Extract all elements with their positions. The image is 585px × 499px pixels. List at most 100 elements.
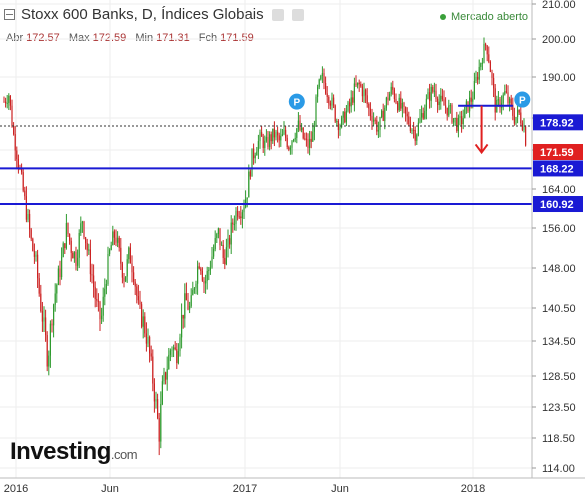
candle-body: [190, 295, 192, 307]
candle-body: [505, 91, 507, 93]
candle-body: [97, 300, 99, 302]
y-tick-label: 134.50: [542, 336, 576, 348]
candle-body: [115, 237, 117, 243]
candle-body: [134, 281, 136, 287]
candle-body: [89, 249, 91, 275]
candle-body: [341, 117, 343, 128]
candle-body: [465, 101, 467, 108]
collapse-icon[interactable]: [4, 9, 15, 20]
x-tick-label: Jun: [331, 483, 349, 495]
candle-body: [294, 137, 296, 140]
candle-body: [425, 98, 427, 111]
candle-body: [184, 293, 186, 319]
candle-body: [393, 89, 395, 100]
brand-name: Investing: [10, 438, 111, 465]
candle-body: [217, 228, 219, 234]
settings-icon[interactable]: [271, 8, 284, 21]
candle-body: [309, 138, 311, 148]
candle-body: [5, 101, 7, 104]
candle-body: [253, 148, 255, 159]
candle-body: [248, 171, 250, 198]
candle-body: [392, 86, 394, 90]
candle-body: [216, 233, 218, 239]
candle-body: [269, 134, 271, 147]
candle-body: [129, 247, 131, 264]
candle-body: [229, 238, 231, 245]
candle-body: [432, 86, 434, 92]
candle-body: [225, 247, 227, 265]
high-value: 172.59: [92, 32, 127, 44]
candle-body: [280, 135, 282, 141]
candle-body: [489, 61, 491, 73]
candle-body: [113, 231, 115, 238]
candle-body: [360, 84, 362, 87]
candle-body: [94, 287, 96, 300]
candle-body: [283, 129, 285, 135]
candle-body: [40, 293, 42, 312]
candle-body: [307, 139, 309, 148]
candle-body: [509, 98, 511, 103]
high-label: Max: [68, 32, 90, 44]
x-tick-label: 2016: [4, 483, 28, 495]
market-status: Mercado aberto: [440, 11, 528, 23]
candle-body: [277, 131, 279, 136]
open-label: Abr: [6, 32, 24, 44]
candle-body: [85, 237, 87, 244]
arrow-head-icon: [474, 143, 489, 155]
candle-body: [211, 256, 213, 268]
candle-body: [395, 99, 397, 103]
candle-body: [429, 92, 431, 101]
candle-body: [22, 172, 24, 191]
candle-body: [352, 97, 354, 103]
candle-body: [105, 284, 107, 289]
candle-body: [491, 72, 493, 78]
investing-logo: Investing.com: [10, 438, 138, 466]
expand-icon[interactable]: [291, 8, 304, 21]
candle-body: [96, 299, 98, 301]
candle-body: [371, 115, 373, 122]
candle-body: [315, 96, 317, 127]
candle-body: [205, 280, 207, 284]
candle-body: [485, 44, 487, 46]
candle-body: [424, 110, 426, 119]
candle-body: [374, 119, 376, 121]
candle-body: [521, 123, 523, 130]
candle-body: [16, 150, 18, 160]
candle-body: [323, 73, 325, 84]
brand-suffix: .com: [110, 447, 138, 462]
candle-body: [353, 83, 355, 103]
candle-body: [249, 171, 251, 177]
candle-body: [451, 105, 453, 123]
candle-body: [430, 86, 432, 101]
x-tick-label: 2017: [233, 483, 257, 495]
candle-body: [61, 256, 63, 278]
candle-body: [73, 252, 75, 259]
candle-body: [448, 105, 450, 116]
candle-body: [342, 111, 344, 118]
candle-body: [157, 398, 159, 419]
candle-body: [409, 124, 411, 132]
candle-body: [440, 95, 442, 102]
candle-body: [299, 120, 301, 131]
candle-body: [373, 119, 375, 122]
candle-body: [56, 284, 58, 294]
candle-body: [446, 107, 448, 116]
candle-body: [171, 349, 173, 351]
candle-body: [206, 270, 208, 281]
candle-body: [185, 293, 187, 301]
candle-body: [29, 213, 31, 230]
candle-body: [267, 136, 269, 147]
price-label: 168.22: [540, 163, 574, 175]
candle-body: [120, 247, 122, 264]
axis-background: [532, 0, 585, 499]
candle-body: [169, 350, 171, 355]
candle-body: [289, 147, 291, 150]
price-label-box: [533, 160, 583, 177]
candle-body: [435, 90, 437, 99]
candle-body: [41, 311, 43, 322]
candle-body: [53, 304, 55, 326]
candle-body: [232, 222, 234, 225]
candle-body: [304, 138, 306, 140]
candle-body: [326, 93, 328, 97]
